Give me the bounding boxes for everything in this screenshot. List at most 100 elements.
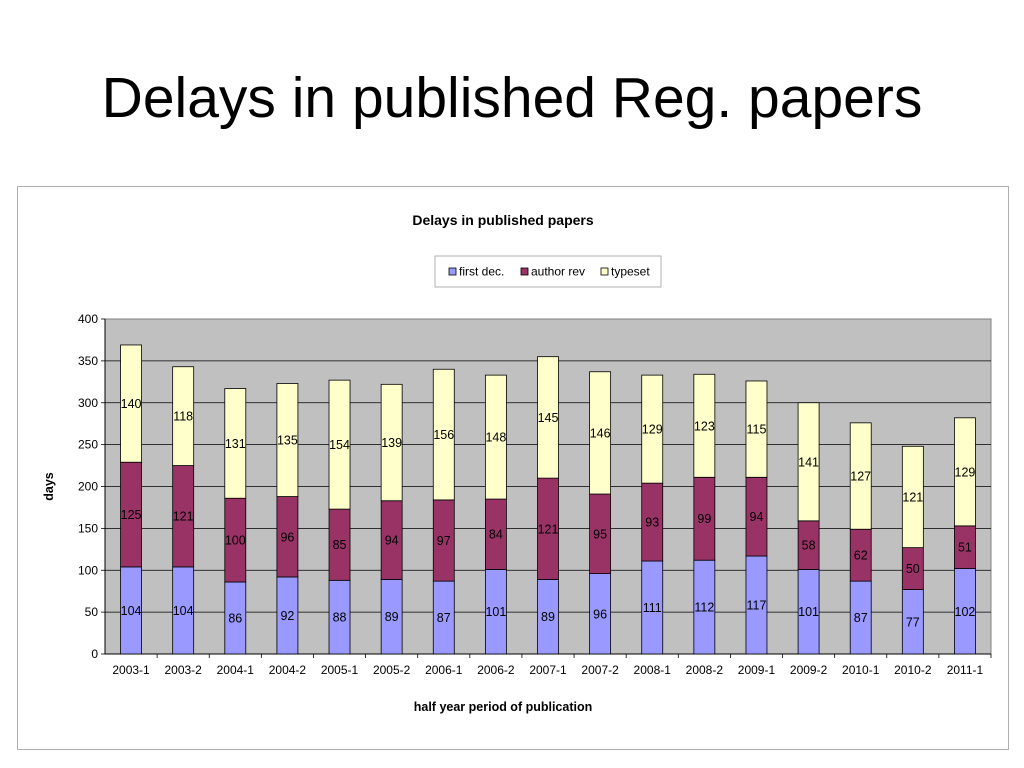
y-tick-label: 150 bbox=[78, 521, 98, 535]
y-tick-label: 200 bbox=[78, 480, 98, 494]
y-tick-label: 0 bbox=[91, 647, 98, 661]
data-label: 88 bbox=[333, 611, 347, 625]
bar-segment bbox=[537, 356, 559, 479]
bar-segment bbox=[797, 402, 820, 522]
y-tick-label: 50 bbox=[85, 605, 99, 619]
data-label: 97 bbox=[437, 534, 451, 548]
data-label: 117 bbox=[747, 599, 767, 613]
bar-segment bbox=[954, 417, 976, 527]
y-tick-label: 300 bbox=[78, 396, 98, 410]
data-label: 121 bbox=[538, 522, 559, 536]
data-label: 87 bbox=[854, 611, 868, 625]
x-tick-label: 2007-2 bbox=[581, 663, 619, 677]
data-label: 94 bbox=[385, 534, 399, 548]
data-label: 131 bbox=[225, 437, 246, 451]
legend-swatch bbox=[600, 267, 609, 276]
data-label: 77 bbox=[906, 615, 920, 629]
x-tick-label: 2009-1 bbox=[738, 663, 776, 677]
data-label: 51 bbox=[958, 541, 972, 555]
data-label: 111 bbox=[643, 601, 662, 615]
data-label: 86 bbox=[228, 611, 242, 625]
data-label: 96 bbox=[593, 607, 607, 621]
slide-title: Delays in published Reg. papers bbox=[101, 66, 923, 130]
data-label: 89 bbox=[541, 610, 555, 624]
data-label: 141 bbox=[798, 455, 819, 469]
legend-swatch bbox=[448, 267, 457, 276]
x-tick-label: 2003-1 bbox=[112, 663, 150, 677]
data-label: 129 bbox=[955, 465, 976, 479]
x-tick-label: 2003-2 bbox=[164, 663, 202, 677]
data-label: 146 bbox=[590, 426, 611, 440]
data-label: 101 bbox=[798, 605, 819, 619]
data-label: 94 bbox=[750, 510, 764, 524]
data-label: 95 bbox=[593, 527, 607, 541]
data-label: 154 bbox=[329, 438, 350, 452]
legend-label: typeset bbox=[611, 265, 650, 279]
data-label: 139 bbox=[381, 436, 402, 450]
bar-segment bbox=[901, 445, 924, 549]
x-tick-label: 2004-2 bbox=[269, 663, 307, 677]
x-tick-label: 2010-2 bbox=[894, 663, 932, 677]
y-tick-label: 350 bbox=[78, 354, 98, 368]
data-label: 140 bbox=[121, 397, 142, 411]
data-label: 145 bbox=[538, 411, 559, 425]
stacked-bar-chart: Delays in published papers first dec. auth… bbox=[42, 212, 992, 714]
x-axis-title: half year period of publication bbox=[414, 700, 593, 714]
data-label: 148 bbox=[485, 431, 506, 445]
data-label: 127 bbox=[850, 470, 871, 484]
bar-segment bbox=[432, 368, 455, 501]
data-label: 102 bbox=[955, 605, 976, 619]
bar-segment bbox=[120, 344, 142, 463]
x-tick-label: 2008-1 bbox=[634, 663, 672, 677]
data-label: 112 bbox=[694, 601, 714, 615]
y-tick-label: 250 bbox=[78, 438, 98, 452]
data-label: 156 bbox=[433, 428, 454, 442]
data-label: 99 bbox=[697, 512, 711, 526]
data-label: 92 bbox=[280, 609, 294, 623]
chart-frame: Delays in published papers first dec. auth… bbox=[17, 186, 1009, 750]
data-label: 121 bbox=[173, 510, 194, 524]
data-label: 100 bbox=[225, 534, 246, 548]
legend-swatch bbox=[520, 267, 529, 276]
bar-segment bbox=[224, 388, 247, 499]
bar-segment bbox=[276, 383, 299, 497]
bar-segment bbox=[380, 383, 403, 502]
x-tick-label: 2010-1 bbox=[842, 663, 880, 677]
data-label: 123 bbox=[694, 419, 715, 433]
data-label: 104 bbox=[121, 604, 142, 618]
bar-segment bbox=[328, 379, 351, 510]
bar-segment bbox=[849, 422, 872, 530]
data-label: 104 bbox=[173, 604, 194, 618]
data-label: 101 bbox=[485, 605, 506, 619]
legend-box bbox=[434, 255, 662, 288]
x-tick-label: 2006-2 bbox=[477, 663, 515, 677]
data-label: 96 bbox=[280, 530, 294, 544]
y-axis-title: days bbox=[42, 472, 56, 501]
data-label: 93 bbox=[645, 516, 659, 530]
data-label: 89 bbox=[385, 610, 399, 624]
chart-title: Delays in published papers bbox=[412, 212, 593, 228]
x-tick-label: 2005-2 bbox=[373, 663, 411, 677]
data-label: 85 bbox=[333, 538, 347, 552]
bar-segment bbox=[641, 374, 664, 484]
legend-label: author rev bbox=[531, 265, 585, 279]
data-label: 125 bbox=[121, 508, 142, 522]
data-label: 129 bbox=[642, 423, 663, 437]
y-tick-label: 400 bbox=[78, 312, 98, 326]
legend-label: first dec. bbox=[459, 265, 504, 279]
data-label: 84 bbox=[489, 528, 503, 542]
data-label: 87 bbox=[437, 611, 451, 625]
data-label: 121 bbox=[902, 490, 923, 504]
x-tick-label: 2004-1 bbox=[217, 663, 255, 677]
x-tick-label: 2005-1 bbox=[321, 663, 359, 677]
data-label: 50 bbox=[906, 562, 920, 576]
x-tick-label: 2006-1 bbox=[425, 663, 463, 677]
data-label: 115 bbox=[747, 423, 767, 437]
x-tick-label: 2011-1 bbox=[947, 663, 984, 677]
x-tick-label: 2009-2 bbox=[790, 663, 828, 677]
y-tick-label: 100 bbox=[78, 563, 98, 577]
x-tick-label: 2008-2 bbox=[686, 663, 724, 677]
data-label: 62 bbox=[854, 549, 868, 563]
data-label: 58 bbox=[802, 539, 816, 553]
bar-segment bbox=[589, 371, 612, 495]
